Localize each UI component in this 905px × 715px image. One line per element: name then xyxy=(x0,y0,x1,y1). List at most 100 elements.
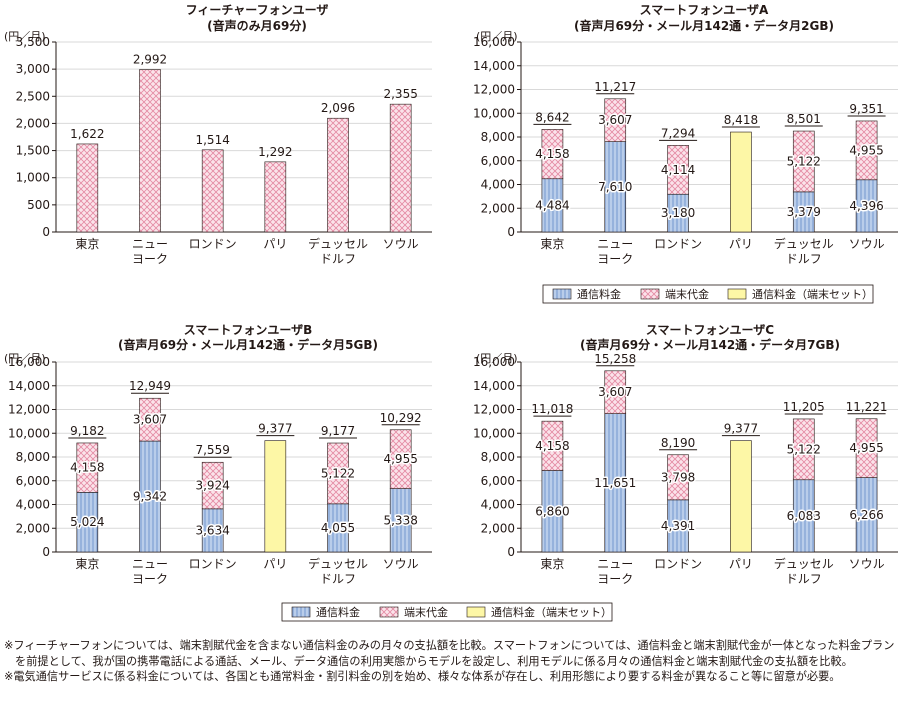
bar-device xyxy=(327,442,349,505)
total-label: 7,294 xyxy=(661,126,695,140)
data-label: 3,607 xyxy=(598,113,632,127)
total-label: 8,501 xyxy=(787,112,821,126)
x-tick-label: 東京 xyxy=(540,557,564,571)
x-tick-label: ニュー xyxy=(597,557,633,571)
total-label: 9,377 xyxy=(258,422,292,436)
x-tick-label: ソウル xyxy=(383,237,419,251)
y-tick-label: 2,000 xyxy=(16,521,50,535)
legend-swatch-set xyxy=(466,606,486,618)
total-label: 9,177 xyxy=(321,424,355,438)
y-tick-label: 10,000 xyxy=(473,106,515,120)
chart-title: スマートフォンユーザB xyxy=(184,323,313,337)
y-unit-label: (円／月) xyxy=(4,352,46,365)
bar-device xyxy=(604,98,627,142)
x-tick-label: デュッセル xyxy=(308,236,368,251)
bar-device xyxy=(667,454,689,501)
total-label: 11,217 xyxy=(594,80,636,94)
y-tick-label: 1,000 xyxy=(16,171,50,185)
data-label: 4,114 xyxy=(661,163,695,177)
total-label: 12,949 xyxy=(129,379,171,393)
bar-device xyxy=(855,120,878,181)
x-tick-label: ニュー xyxy=(132,557,168,571)
data-label: 1,514 xyxy=(195,133,229,147)
y-tick-label: 16,000 xyxy=(8,355,50,369)
y-tick-label: 0 xyxy=(507,545,515,559)
x-tick-label: ドルフ xyxy=(786,572,822,586)
y-tick-label: 4,000 xyxy=(16,498,50,512)
x-tick-label: パリ xyxy=(729,557,753,571)
total-label: 11,221 xyxy=(846,400,888,414)
y-tick-label: 0 xyxy=(42,545,50,559)
data-label: 2,355 xyxy=(383,87,417,101)
legend-label: 端末代金 xyxy=(404,605,448,619)
chart-smartphone-c: スマートフォンユーザC (音声月69分・メール月142通・データ月7GB) (円… xyxy=(473,323,898,586)
legend-label: 通信料金（端末セット） xyxy=(491,605,612,619)
y-tick-label: 14,000 xyxy=(473,379,515,393)
bar-device xyxy=(139,397,161,442)
data-label: 5,338 xyxy=(383,513,417,527)
chart-feature-phone: フィーチャーフォンユーザ (音声のみ月69分) (円／月) 0 500 1,000 1… xyxy=(4,3,432,266)
y-tick-label: 12,000 xyxy=(8,403,50,417)
data-label: 9,342 xyxy=(133,490,167,504)
x-tick-label: ソウル xyxy=(849,557,885,571)
y-tick-label: 4,000 xyxy=(481,498,515,512)
x-tick-label: ドルフ xyxy=(320,572,356,586)
y-tick-label: 10,000 xyxy=(8,426,50,440)
data-label: 7,610 xyxy=(598,180,632,194)
legend-swatch-device xyxy=(379,606,399,618)
y-tick-label: 16,000 xyxy=(473,35,515,49)
bar-device xyxy=(855,418,878,478)
data-label: 3,180 xyxy=(661,206,695,220)
data-label: 5,122 xyxy=(787,442,821,456)
y-tick-label: 0 xyxy=(507,225,515,239)
y-tick-label: 3,500 xyxy=(16,35,50,49)
x-tick-label: デュッセル xyxy=(774,556,834,571)
bar-set xyxy=(730,440,752,553)
data-label: 1,622 xyxy=(70,127,104,141)
figure-canvas: フィーチャーフォンユーザ (音声のみ月69分) (円／月) 0 500 1,000 1… xyxy=(4,3,898,622)
y-tick-label: 14,000 xyxy=(8,379,50,393)
footnotes: ※フィーチャーフォンについては、端末割賦代金を含まない通信料金のみの月々の支払額… xyxy=(4,638,904,685)
chart-subtitle: (音声月69分・メール月142通・データ月7GB) xyxy=(580,337,840,352)
x-tick-label: ロンドン xyxy=(189,557,237,571)
data-label: 3,607 xyxy=(598,385,632,399)
data-label: 3,607 xyxy=(133,413,167,427)
data-label: 4,055 xyxy=(321,521,355,535)
data-label: 5,122 xyxy=(787,154,821,168)
total-label: 15,258 xyxy=(594,352,636,366)
x-tick-label: パリ xyxy=(263,237,287,251)
bar-device xyxy=(327,117,349,233)
bar-device xyxy=(76,442,99,493)
x-tick-label: デュッセル xyxy=(774,236,834,251)
x-tick-label: ソウル xyxy=(383,557,419,571)
y-tick-label: 16,000 xyxy=(473,355,515,369)
x-tick-label: ドルフ xyxy=(786,252,822,266)
y-unit-label: (円／月) xyxy=(476,30,518,43)
legend-label: 通信料金 xyxy=(577,287,621,301)
legend-swatch-comm xyxy=(291,606,311,618)
data-label: 4,955 xyxy=(849,143,883,157)
data-label: 2,096 xyxy=(321,101,355,115)
data-label: 4,158 xyxy=(535,439,569,453)
y-tick-label: 2,000 xyxy=(481,201,515,215)
x-tick-label: 東京 xyxy=(540,237,564,251)
legend-label: 通信料金 xyxy=(316,605,360,619)
total-label: 11,018 xyxy=(531,402,573,416)
y-unit-label: (円／月) xyxy=(4,30,46,43)
data-label: 2,992 xyxy=(133,53,167,67)
x-tick-label: 東京 xyxy=(75,557,99,571)
x-tick-label: パリ xyxy=(263,557,287,571)
y-tick-label: 10,000 xyxy=(473,426,515,440)
x-tick-label: ヨーク xyxy=(132,252,168,266)
total-label: 8,418 xyxy=(724,113,758,127)
total-label: 8,190 xyxy=(661,436,695,450)
bar-device xyxy=(264,161,287,233)
total-label: 10,292 xyxy=(380,411,422,425)
bar-device xyxy=(139,69,161,233)
chart-subtitle: (音声月69分・メール月142通・データ月2GB) xyxy=(574,18,834,33)
x-tick-label: 東京 xyxy=(75,237,99,251)
total-label: 9,351 xyxy=(849,102,883,116)
y-tick-label: 8,000 xyxy=(481,450,515,464)
legend-swatch-comm xyxy=(552,288,572,300)
y-tick-label: 12,000 xyxy=(473,403,515,417)
